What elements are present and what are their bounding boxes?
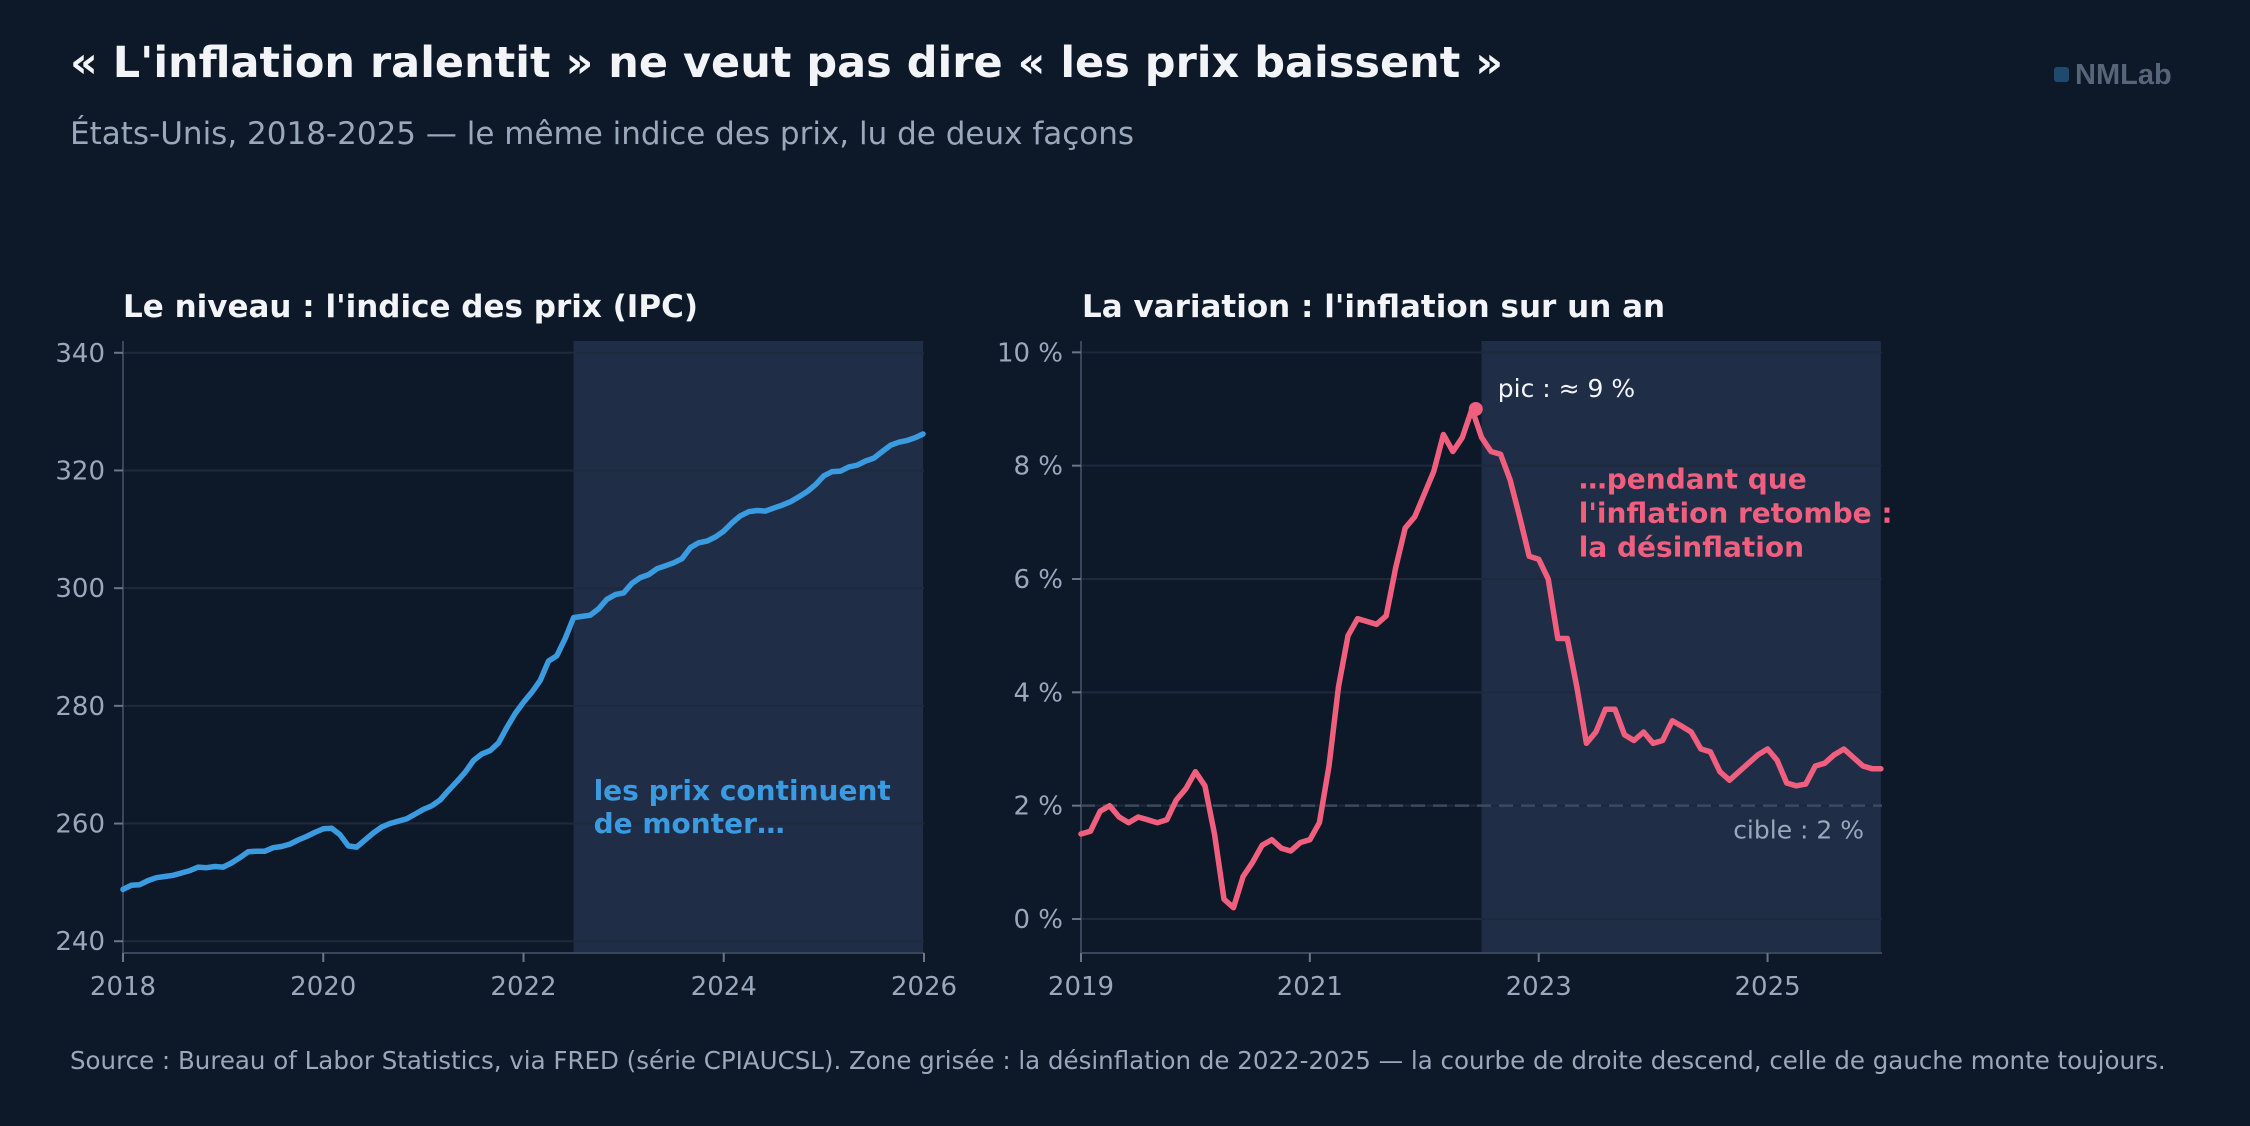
right-y-tick-label: 2 % bbox=[1013, 792, 1063, 822]
cpi-disinflation-shade bbox=[573, 341, 923, 953]
page-title: « L'inflation ralentit » ne veut pas dir… bbox=[70, 38, 1504, 88]
left-y-tick-label: 280 bbox=[55, 692, 105, 722]
left-x-tick-label: 2024 bbox=[691, 972, 757, 1002]
cpi-level-chart: Le niveau : l'indice des prix (IPC) 2402… bbox=[55, 289, 957, 1002]
inflation-chart-title: La variation : l'inflation sur un an bbox=[1082, 289, 1665, 325]
inflation-axes bbox=[1080, 341, 1882, 954]
inflation-annotation-line-1: …pendant que bbox=[1579, 462, 1807, 495]
inflation-peak-marker bbox=[1468, 402, 1483, 416]
inflation-annotation-line-2: l'inflation retombe : bbox=[1579, 496, 1893, 529]
inflation-rate-chart: La variation : l'inflation sur un an 0 %… bbox=[997, 289, 1893, 1002]
inflation-x-ticks: 2019 2021 2023 2025 bbox=[1048, 953, 1801, 1002]
left-y-tick-label: 260 bbox=[55, 810, 105, 840]
left-y-tick-label: 320 bbox=[55, 456, 105, 486]
left-y-tick-label: 300 bbox=[55, 574, 105, 604]
cpi-chart-title: Le niveau : l'indice des prix (IPC) bbox=[123, 289, 698, 325]
right-y-tick-label: 0 % bbox=[1013, 905, 1063, 935]
left-x-tick-label: 2018 bbox=[90, 972, 156, 1002]
right-x-tick-label: 2023 bbox=[1506, 972, 1572, 1002]
brand-name: NMLab bbox=[2075, 59, 2172, 91]
cpi-y-ticks: 240 260 280 300 320 340 bbox=[55, 339, 123, 957]
inflation-y-ticks: 0 % 2 % 4 % 6 % 8 % 10 % bbox=[997, 338, 1081, 935]
right-y-tick-label: 8 % bbox=[1013, 452, 1063, 482]
left-y-tick-label: 240 bbox=[55, 927, 105, 957]
left-x-tick-label: 2022 bbox=[490, 972, 556, 1002]
inflation-series-line bbox=[1078, 406, 1884, 911]
left-x-tick-label: 2020 bbox=[290, 972, 356, 1002]
cpi-annotation-line-2: de monter… bbox=[594, 807, 785, 840]
left-y-tick-label: 340 bbox=[55, 339, 105, 369]
brand-mark-icon bbox=[2054, 67, 2069, 82]
right-x-tick-label: 2021 bbox=[1277, 972, 1343, 1002]
inflation-target-label: cible : 2 % bbox=[1733, 816, 1864, 845]
page-subtitle: États-Unis, 2018-2025 — le même indice d… bbox=[70, 116, 1135, 152]
inflation-disinflation-shade bbox=[1481, 341, 1881, 953]
right-x-tick-label: 2019 bbox=[1048, 972, 1114, 1002]
right-y-tick-label: 10 % bbox=[997, 338, 1063, 368]
inflation-peak-label: pic : ≈ 9 % bbox=[1498, 374, 1635, 403]
right-x-tick-label: 2025 bbox=[1734, 972, 1800, 1002]
inflation-annotation-line-3: la désinflation bbox=[1579, 530, 1804, 563]
right-y-tick-label: 6 % bbox=[1013, 565, 1063, 595]
left-x-tick-label: 2026 bbox=[891, 972, 957, 1002]
brand-logo: NMLab bbox=[2054, 59, 2172, 92]
cpi-series-line bbox=[120, 431, 926, 893]
cpi-x-ticks: 2018 2020 2022 2024 2026 bbox=[90, 953, 957, 1002]
source-note: Source : Bureau of Labor Statistics, via… bbox=[70, 1046, 2166, 1075]
cpi-annotation-line-1: les prix continuent bbox=[594, 774, 891, 807]
right-y-tick-label: 4 % bbox=[1013, 678, 1063, 708]
